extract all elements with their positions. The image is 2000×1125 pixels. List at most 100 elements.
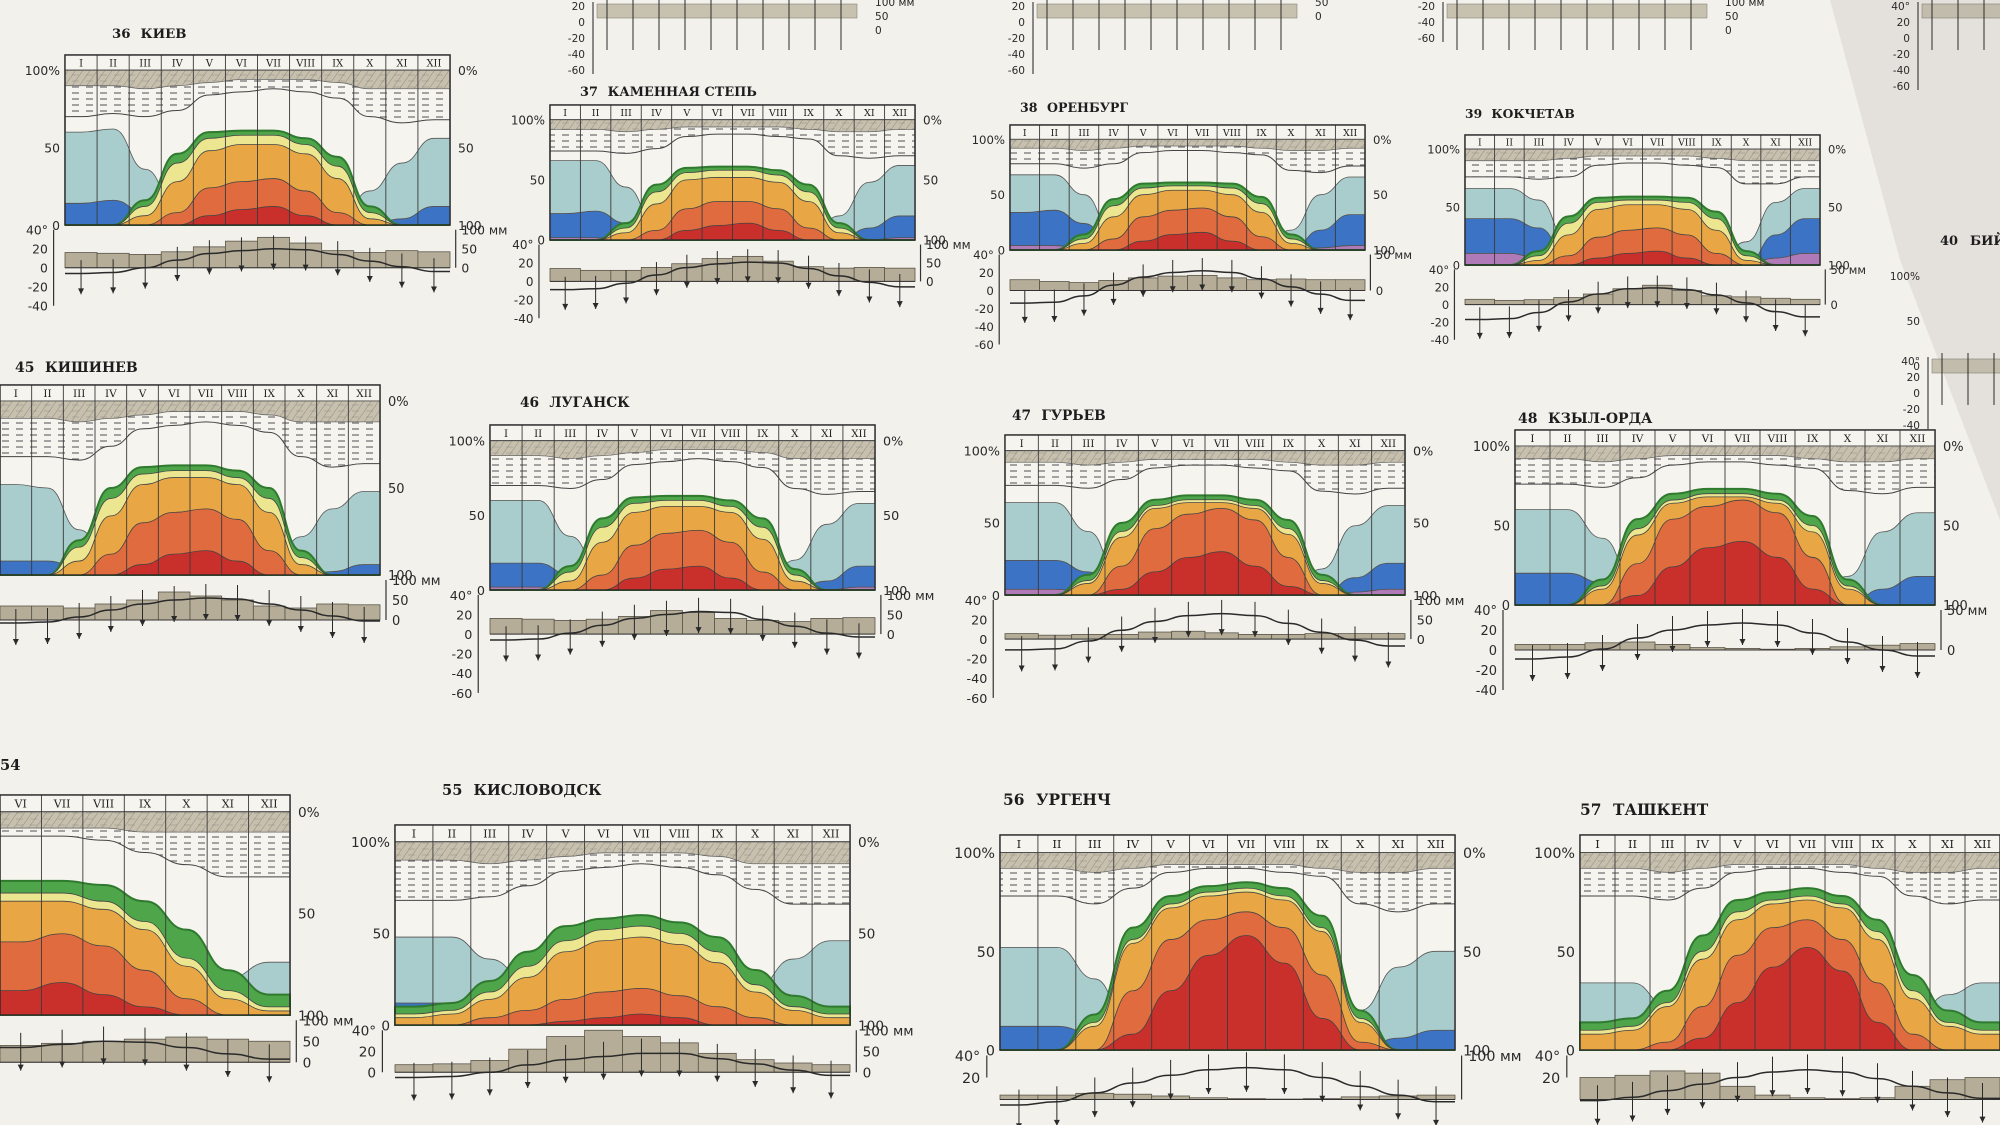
station-name: ОРЕНБУРГ <box>1047 100 1128 115</box>
temp-tick: 20 <box>456 608 472 623</box>
precip-tick: 0 <box>863 1066 872 1082</box>
precip-bar <box>1039 281 1070 291</box>
month-label: IX <box>757 428 769 440</box>
temp-tick: 0 <box>526 275 534 289</box>
temp-tick: -40 <box>28 300 48 314</box>
temp-min-arrow <box>398 281 405 288</box>
percent-tick: 50 <box>530 173 545 187</box>
climate-panel: 20 0 -20 -40 -60 100 мм 50 0 <box>568 0 914 77</box>
month-label: VIII <box>720 428 741 440</box>
percent-right-tick: 100 <box>883 584 907 599</box>
temp-min-arrow <box>1218 629 1225 636</box>
temp-tick: -40 <box>1476 684 1497 699</box>
month-label: VIII <box>92 798 114 811</box>
percent-box-frame <box>394 824 851 1026</box>
percent-tick: 100% <box>449 435 485 450</box>
month-label: VI <box>14 798 27 811</box>
month-label: II <box>1051 128 1059 139</box>
precip-tick: 100 мм <box>863 1024 914 1040</box>
temp-min-arrow <box>1110 298 1117 305</box>
temperature-curve <box>1579 1069 2000 1102</box>
temp-tick: -40 <box>1430 333 1449 347</box>
temp-min-arrow <box>1199 284 1206 291</box>
percent-right-tick: 100 <box>1828 258 1850 272</box>
temp-min-arrow <box>1664 1108 1671 1115</box>
temp-min-arrow <box>302 264 309 271</box>
precip-tick: 100 мм <box>461 224 507 238</box>
precip-tick: 0 <box>926 275 934 289</box>
precip-bar <box>1464 298 1495 306</box>
temp-min-arrow <box>1654 301 1661 308</box>
station-name: УРГЕНЧ <box>1036 791 1111 809</box>
month-label: V <box>1594 138 1602 149</box>
temp-tick: -20 <box>975 302 994 316</box>
month-label: II <box>109 58 117 69</box>
month-label: X <box>1288 128 1295 139</box>
percent-tick: 0 <box>477 584 485 599</box>
temp-min-arrow <box>1739 639 1746 645</box>
percent-box-frame <box>1464 134 1821 266</box>
temp-min-arrow <box>1979 1116 1986 1123</box>
panel-number: 38 <box>1020 100 1038 115</box>
panel-number: 36 <box>112 27 131 42</box>
month-label: XI <box>327 388 339 400</box>
temp-min-arrow <box>759 634 766 641</box>
panel-number: 54 <box>0 757 20 774</box>
temp-min-arrow <box>1052 664 1058 671</box>
percent-tick: 0 <box>992 589 1000 604</box>
percent-right-tick: 0% <box>1463 846 1486 862</box>
precip-strip <box>1036 3 1298 19</box>
month-label: XII <box>893 108 908 119</box>
temp-min-arrow <box>486 1089 493 1096</box>
percent-tick: 0 <box>1913 361 1920 373</box>
temp-min-arrow <box>805 282 812 289</box>
percent-right-tick: 50 <box>298 907 315 923</box>
percent-tick: 100% <box>954 846 995 862</box>
panel-number: 48 <box>1518 411 1537 427</box>
precip-tick: 0 <box>392 614 400 629</box>
month-label: III <box>1088 837 1102 851</box>
precip-tick: 0 <box>1376 284 1383 298</box>
percent-right-tick: 0% <box>883 435 903 450</box>
temp-tick: -20 <box>452 648 473 663</box>
temp-min-arrow <box>334 269 341 276</box>
temp-min-arrow <box>44 638 51 644</box>
percent-tick: 100% <box>511 113 545 127</box>
month-label: XII <box>1974 837 1991 851</box>
temp-min-arrow <box>142 282 149 289</box>
month-label: XII <box>1343 128 1357 139</box>
temp-min-arrow <box>1804 1088 1811 1094</box>
percent-tick: 50 <box>1557 945 1575 961</box>
percent-right-tick: 100 <box>458 219 482 233</box>
temperature-curve <box>65 247 450 275</box>
temp-min-arrow <box>866 296 873 303</box>
temp-min-arrow <box>1874 1096 1881 1103</box>
temp-min-arrow <box>1629 1115 1636 1122</box>
temp-min-arrow <box>238 265 245 272</box>
temp-tick: 40° <box>26 224 48 238</box>
percent-right-tick: 0% <box>1373 133 1392 147</box>
percent-right-tick: 50 <box>923 173 938 187</box>
panel-number: 46 <box>520 395 539 411</box>
precip-tick: 0 <box>1947 644 1955 659</box>
month-label: VI <box>235 58 247 69</box>
temp-min-arrow <box>600 1073 607 1080</box>
temp-min-arrow <box>174 275 181 282</box>
percent-right-tick: 0% <box>1828 142 1846 156</box>
month-label: X <box>1844 433 1852 445</box>
panel-number: 57 <box>1580 801 1601 819</box>
temp-min-arrow <box>1879 666 1886 672</box>
percent-box-frame <box>1004 434 1406 596</box>
month-label: VII <box>632 828 650 841</box>
month-label: VIII <box>768 108 788 119</box>
percent-tick: 0 <box>52 219 60 233</box>
month-label: XI <box>821 428 832 440</box>
percent-tick: 100% <box>1473 440 1510 455</box>
month-label: V <box>1732 837 1742 851</box>
temp-min-arrow <box>1669 646 1676 652</box>
temperature-curve <box>395 1052 850 1079</box>
temp-min-arrow <box>1318 647 1325 654</box>
percent-right-tick: 100 <box>1943 599 1968 614</box>
